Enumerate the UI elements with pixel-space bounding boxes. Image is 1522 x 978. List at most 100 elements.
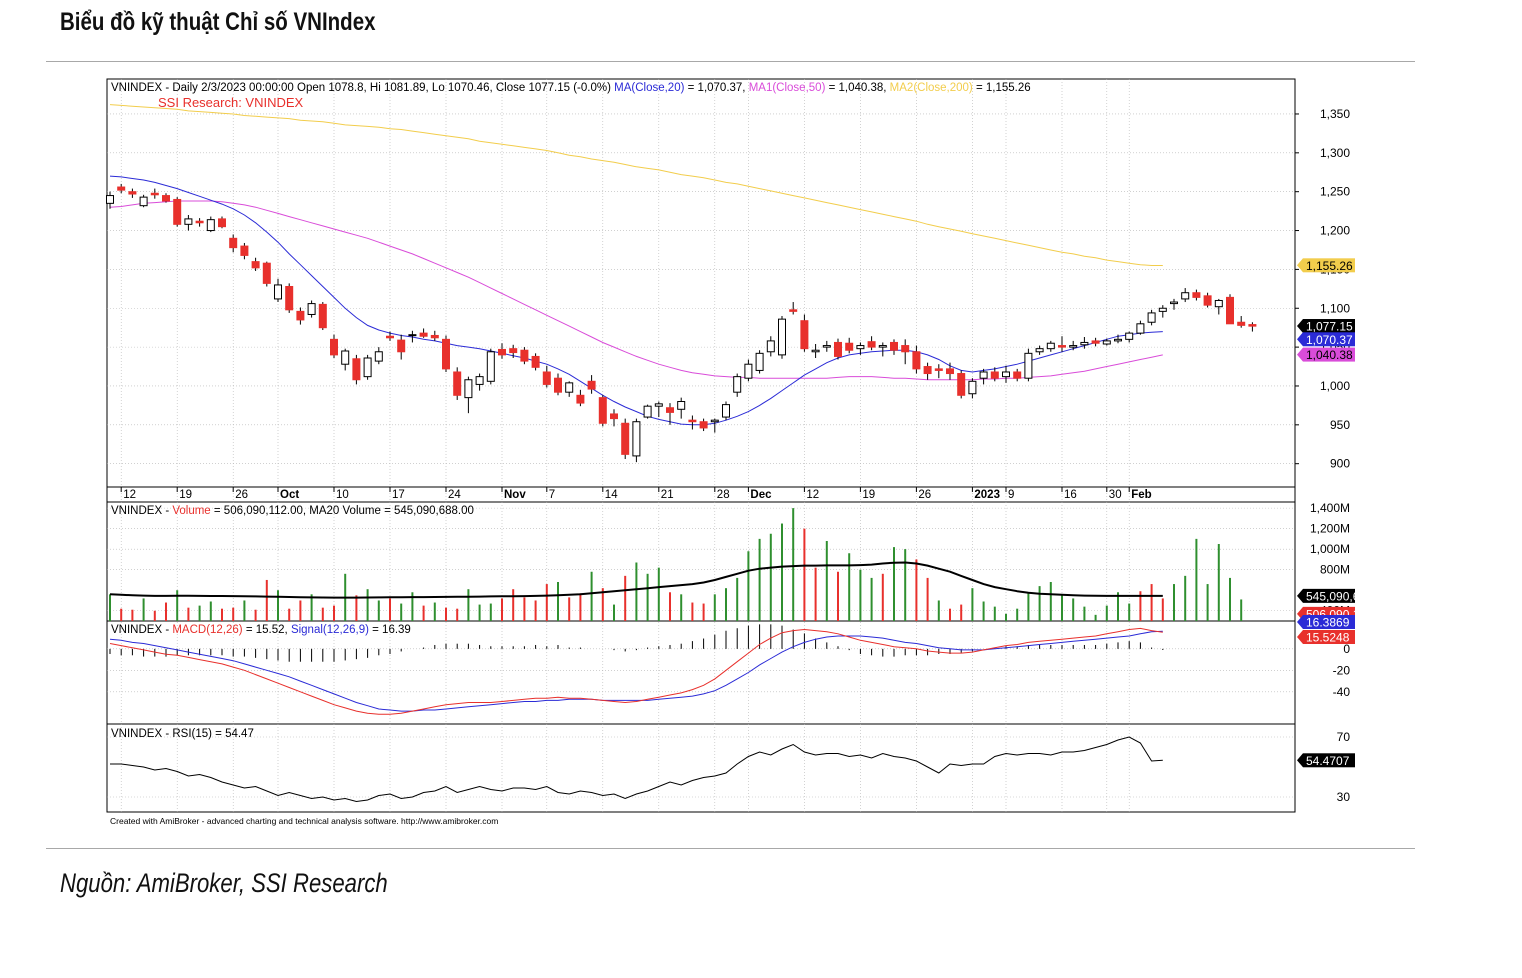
chart-title: VNINDEX - Daily 2/3/2023 00:00:00 Open 1… [111, 82, 1031, 94]
candle [968, 378, 977, 399]
candle [240, 242, 249, 260]
candle [800, 314, 809, 352]
candle-body [778, 318, 786, 356]
x-tick-label: 16 [1064, 489, 1077, 501]
candle-body [117, 186, 126, 191]
rsi-label-part: RSI(15) [172, 728, 212, 740]
candle [1114, 334, 1122, 344]
x-tick-label: 19 [862, 489, 875, 501]
candle [867, 336, 876, 351]
candle-body [1102, 340, 1111, 345]
chart-title-part: MA1(Close,50) [749, 82, 826, 94]
candle [218, 216, 226, 229]
rsi-line [110, 736, 1163, 803]
candle-body [934, 368, 943, 371]
candle-body [139, 196, 148, 207]
candle-body [822, 345, 831, 348]
bottom-divider [46, 848, 1415, 849]
candle [1237, 316, 1246, 328]
candle-body [464, 379, 473, 399]
x-tick-label: 24 [448, 489, 461, 501]
volume-tick-label: 1,200M [1310, 522, 1350, 536]
candle-body [374, 351, 383, 362]
candle [565, 381, 574, 397]
candle-body [946, 368, 954, 375]
candle-body [845, 342, 854, 351]
candle-body [1170, 301, 1178, 305]
candle-body [1080, 341, 1089, 346]
candle-body [520, 349, 529, 362]
candle [710, 418, 719, 433]
macd-label-part: VNINDEX - [111, 624, 172, 636]
candle-body [1002, 371, 1010, 378]
macd-tick-label: -40 [1333, 685, 1351, 699]
candle-body [442, 338, 450, 370]
badge-ma50-arrow [1297, 347, 1303, 362]
candle-body [1024, 352, 1033, 379]
badge-ma50: 1,040.38 [1306, 348, 1353, 362]
candle [498, 343, 506, 359]
candle [128, 188, 137, 198]
candle-body [262, 262, 271, 284]
candle [845, 337, 854, 354]
x-tick-label: 12 [806, 489, 819, 501]
candle-body [1147, 312, 1156, 323]
x-tick-label: 7 [549, 489, 555, 501]
chart-subtitle: SSI Research: VNINDEX [158, 95, 304, 110]
candle-body [1192, 292, 1201, 298]
badge-macd-signal-bg [1303, 615, 1355, 629]
candle-body [386, 335, 394, 339]
candle-body [766, 340, 775, 353]
candle-body [509, 348, 518, 354]
candle-body [285, 285, 294, 311]
candle [386, 331, 394, 341]
candle [106, 191, 114, 209]
candle [195, 218, 204, 227]
plot-frame [106, 78, 1296, 813]
candle [901, 339, 910, 365]
x-tick-label: 2023 [974, 489, 1000, 501]
chart-title-part: MA2(Close,200) [890, 82, 973, 94]
candle [1013, 368, 1022, 382]
candle [621, 418, 630, 460]
candle-body [408, 334, 417, 337]
badge-macd-value-arrow [1297, 630, 1303, 644]
candle-body [890, 341, 898, 351]
candle [363, 354, 372, 380]
candle-body [1181, 292, 1190, 300]
candle-body [218, 218, 226, 228]
candle [531, 353, 540, 371]
rsi-tick-label: 70 [1337, 730, 1351, 744]
x-tick-label: Dec [750, 489, 772, 501]
y-tick-label: 1,350 [1320, 107, 1350, 121]
x-tick-label: 26 [918, 489, 931, 501]
candle [430, 330, 439, 341]
candle [1192, 289, 1201, 301]
badge-ma200-bg [1303, 258, 1355, 273]
candle [878, 342, 887, 357]
page-title: Biểu đồ kỹ thuật Chỉ số VNIndex [60, 8, 376, 36]
candle-body [1136, 323, 1145, 334]
candle-body [912, 351, 921, 370]
candle [890, 339, 898, 355]
candle [542, 365, 551, 388]
candle-body [923, 366, 932, 375]
volume-tick-label: 800M [1320, 563, 1350, 577]
macd-label-part: Signal(12,26,9) [291, 624, 369, 636]
y-tick-label: 900 [1330, 457, 1350, 471]
candle-body [957, 373, 966, 396]
candle-body [744, 363, 753, 379]
chart-title-part: = 1,070.37, [684, 82, 748, 94]
candle [509, 344, 518, 358]
candle [1002, 365, 1010, 383]
y-tick-label: 1,250 [1320, 185, 1350, 199]
candle [397, 334, 406, 360]
candle-body [632, 421, 641, 457]
x-tick-label: Nov [504, 489, 526, 501]
candle-body [475, 376, 484, 385]
candle [576, 389, 585, 407]
candle [699, 418, 708, 432]
chart-title-part: = 1,155.26 [973, 82, 1031, 94]
chart-title-part: VNINDEX - Daily 2/3/2023 00:00:00 Open 1… [111, 82, 614, 94]
